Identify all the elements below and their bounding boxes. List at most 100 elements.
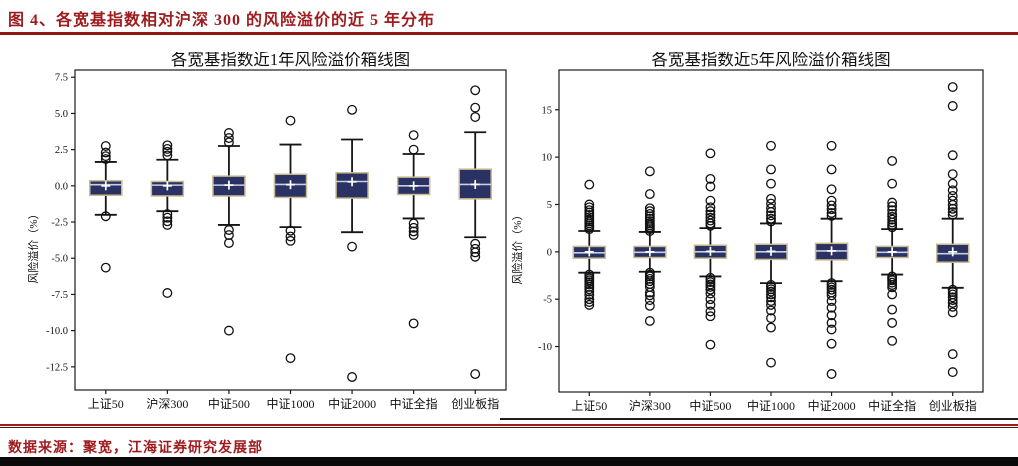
outlier-point [766,289,776,300]
outlier-point [644,287,655,298]
outlier-point [947,307,958,318]
outlier-point [162,212,173,223]
outlier-point [408,130,419,141]
outlier-point [826,296,837,307]
box-series-5 [875,155,909,346]
x-category-label: 创业板指 [451,396,499,411]
outlier-point [162,219,173,230]
outlier-point [826,184,837,195]
chart-title: 各宽基指数近5年风险溢价箱线图 [651,52,890,69]
outlier-point [887,317,898,328]
y-tick-label: 0.0 [55,181,68,192]
outlier-point [285,231,296,242]
outlier-point [887,205,898,216]
divider-rule-shadow [0,427,1018,428]
outlier-point [644,226,655,236]
y-tick-label: 5.0 [55,109,68,120]
outlier-point [766,322,776,333]
outlier-point [947,207,958,218]
outlier-point [826,338,837,349]
y-axis-label: 风险溢价（%） [26,208,40,283]
outlier-point [285,115,296,126]
outlier-point [766,357,776,368]
outlier-point [470,85,481,96]
outlier-point [947,203,958,214]
box-series-0 [572,179,607,310]
outlier-point [644,276,655,287]
box-series-6 [458,85,492,380]
outlier-point [947,301,958,312]
y-tick-label: 2.5 [55,145,68,156]
outlier-point [947,82,958,92]
outlier-point [826,204,837,215]
outlier-point [408,144,419,155]
outlier-point [223,225,234,235]
outlier-point [766,292,776,303]
box-series-3 [754,140,788,368]
figure-caption: 图 4、各宽基指数相对沪深 300 的风险溢价的近 5 年分布 [8,12,436,29]
outlier-point [705,288,716,299]
outlier-point [766,296,776,307]
box-series-1 [150,140,185,298]
box-series-5 [396,130,431,329]
outlier-point [947,200,958,210]
y-tick-label: -2.5 [51,218,68,229]
outlier-point [826,310,837,321]
outlier-point [947,367,958,378]
outlier-point [584,202,595,213]
outlier-point [766,203,776,214]
x-category-label: 创业板指 [929,398,977,413]
outlier-point [766,286,776,297]
outlier-point [408,226,419,237]
outlier-point [766,178,776,189]
y-tick-label: 5 [547,200,552,211]
box-series-4 [814,140,849,379]
box-series-2 [212,128,246,336]
outlier-point [947,349,958,360]
outlier-point [766,210,776,221]
outlier-point [826,302,837,313]
outlier-point [100,151,111,162]
outlier-point [705,306,716,317]
outlier-point [887,197,898,208]
boxplot-1y-canvas: 各宽基指数近1年风险溢价箱线图 7.5 5.0 2.5 0.0 -2.5 -5.0 -7.5 -… [26,50,507,411]
outlier-point [408,222,419,233]
outlier-point [826,210,837,221]
outlier-point [826,208,837,218]
outlier-point [705,215,716,226]
outlier-point [223,133,234,144]
outlier-point [947,209,958,220]
outlier-point [887,201,898,212]
y-tick-label: -7.5 [51,290,68,301]
iqr-box [335,172,369,199]
axes: 各宽基指数近5年风险溢价箱线图 15 10 5 0 -5 -10 风险溢价（%） 上证50 沪深3… [510,50,984,413]
outlier-point [705,339,716,350]
footer-bar [0,457,1018,466]
outlier-point [826,317,837,328]
x-category-label: 上证50 [88,397,124,411]
outlier-point [826,200,837,211]
outlier-point [100,141,111,151]
outlier-point [705,294,716,305]
outlier-point [584,294,595,305]
outlier-point [100,147,111,158]
outlier-point [705,195,716,206]
y-tick-label: 10 [542,153,553,164]
outlier-point [584,299,595,310]
outlier-point [705,284,716,295]
y-tick-label: 15 [542,105,553,116]
outlier-point [347,104,358,115]
y-tick-label: -10.0 [46,326,68,337]
outlier-point [470,369,481,380]
outlier-point [947,292,958,303]
outlier-point [584,289,595,300]
outlier-point [408,318,419,329]
outlier-point [347,372,358,382]
outlier-point [223,230,234,241]
box-series-2 [693,148,728,350]
outlier-point [285,235,296,246]
outlier-point [100,154,111,164]
outlier-point [162,209,173,220]
outlier-point [705,220,716,231]
